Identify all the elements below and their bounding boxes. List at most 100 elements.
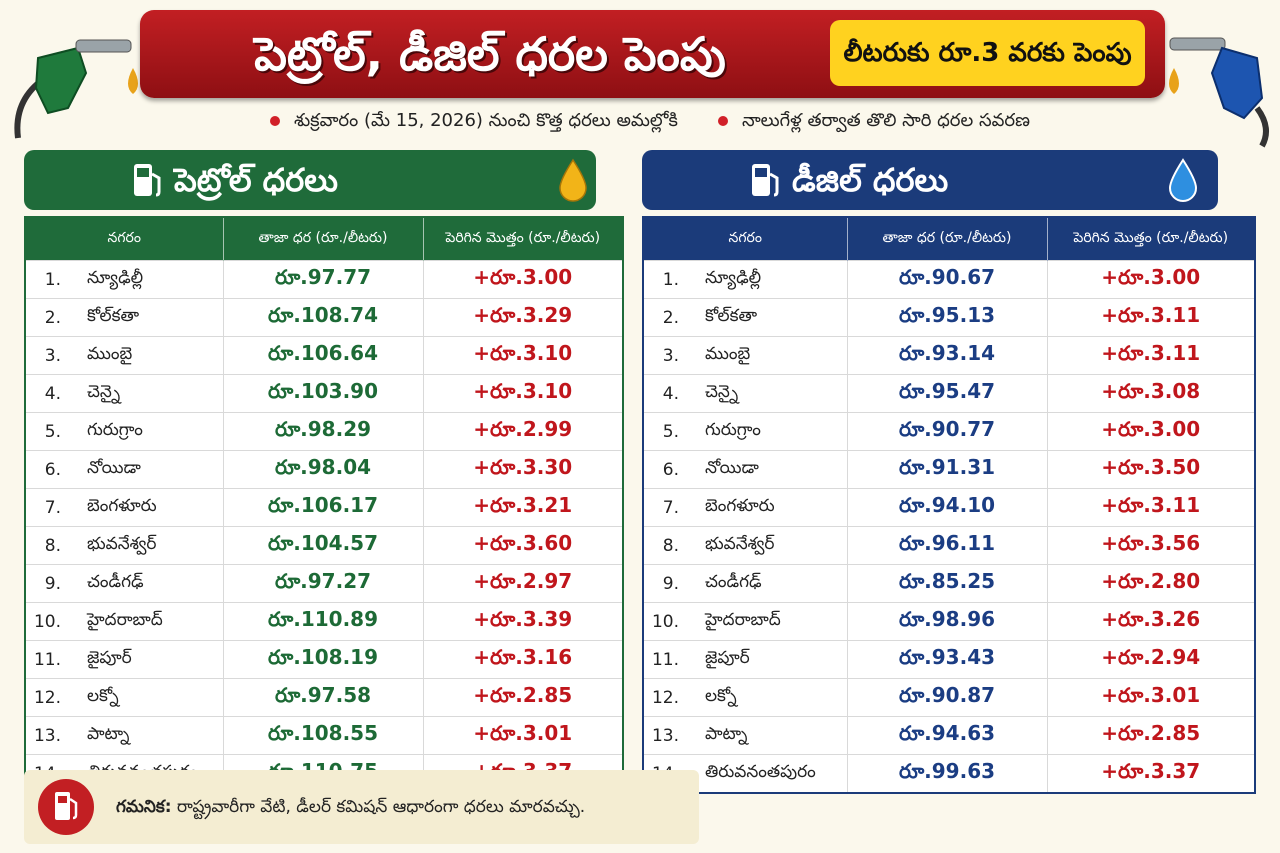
latest-price: రూ.85.25 [846,564,1048,603]
price-increase: +రూ.3.00 [1046,412,1256,451]
price-increase: +రూ.3.30 [422,450,624,489]
row-number: 12. [642,678,691,717]
row-number: 9. [24,564,73,603]
price-increase: +రూ.3.00 [422,260,624,299]
city-name: లక్నో [73,678,224,717]
column-increase: పెరిగిన మొత్తం (రూ./లీటరు) [423,217,623,261]
column-city: నగరం [25,217,224,261]
column-city: నగరం [643,217,848,261]
row-number: 8. [24,526,73,565]
price-increase: +రూ.2.85 [422,678,624,717]
city-name: చండీగఢ్ [691,564,848,603]
table-row: 12. లక్నో రూ.90.87 +రూ.3.01 [642,678,1256,717]
row-number: 9. [642,564,691,603]
latest-price: రూ.94.10 [846,488,1048,527]
note-body: రాష్ట్రవారీగా వేటి, డీలర్ కమిషన్ ఆధారంగా… [176,797,586,817]
table-row: 7. బెంగళూరు రూ.94.10 +రూ.3.11 [642,488,1256,527]
latest-price: రూ.97.77 [222,260,424,299]
latest-price: రూ.99.63 [846,754,1048,794]
latest-price: రూ.98.04 [222,450,424,489]
bullet-effective-date: శుక్రవారం (మే 15, 2026) నుంచి కొత్త ధరలు… [270,110,678,135]
table-row: 2. కోల్‌కతా రూ.108.74 +రూ.3.29 [24,298,624,337]
price-increase: +రూ.3.26 [1046,602,1256,641]
row-number: 5. [24,412,73,451]
price-increase: +రూ.2.97 [422,564,624,603]
fuel-pump-icon [134,164,161,197]
city-name: నోయిడా [691,450,848,489]
row-number: 10. [642,602,691,641]
table-row: 5. గురుగ్రాం రూ.98.29 +రూ.2.99 [24,412,624,451]
city-name: ముంబై [73,336,224,375]
price-increase: +రూ.3.29 [422,298,624,337]
table-row: 10. హైదరాబాద్ రూ.110.89 +రూ.3.39 [24,602,624,641]
latest-price: రూ.104.57 [222,526,424,565]
city-name: చెన్నై [691,374,848,413]
city-name: గురుగ్రాం [691,412,848,451]
bullet-revision: నాలుగేళ్ల తర్వాత తొలి సారి ధరల సవరణ [717,110,1030,135]
latest-price: రూ.108.55 [222,716,424,755]
table-row: 3. ముంబై రూ.106.64 +రూ.3.10 [24,336,624,375]
city-name: పాట్నా [691,716,848,755]
price-increase: +రూ.3.50 [1046,450,1256,489]
price-increase: +రూ.3.16 [422,640,624,679]
table-row: 4. చెన్నై రూ.103.90 +రూ.3.10 [24,374,624,413]
price-increase: +రూ.3.11 [1046,298,1256,337]
row-number: 5. [642,412,691,451]
city-name: కోల్‌కతా [691,298,848,337]
table-row: 6. నోయిడా రూ.91.31 +రూ.3.50 [642,450,1256,489]
latest-price: రూ.97.58 [222,678,424,717]
city-name: హైదరాబాద్ [73,602,224,641]
table-row: 3. ముంబై రూ.93.14 +రూ.3.11 [642,336,1256,375]
fuel-pump-badge-icon [38,779,94,835]
price-increase: +రూ.3.00 [1046,260,1256,299]
city-name: కోల్‌కతా [73,298,224,337]
table-row: 14.తిరువనంతపురంరూ.99.63+రూ.3.37 [642,754,1256,794]
table-row: 4. చెన్నై రూ.95.47 +రూ.3.08 [642,374,1256,413]
diesel-price-table: నగరం తాజా ధర (రూ./లీటరు) పెరిగిన మొత్తం … [642,216,1256,794]
bullet-dot-icon [270,115,281,126]
price-increase: +రూ.3.60 [422,526,624,565]
latest-price: రూ.110.89 [222,602,424,641]
price-increase: +రూ.3.11 [1046,488,1256,527]
city-name: తిరువనంతపురం [691,754,848,794]
diesel-table-body: 1. న్యూఢిల్లీ రూ.90.67 +రూ.3.00 2. కోల్‌కతా రూ… [642,260,1256,794]
column-latest-price: తాజా ధర (రూ./లీటరు) [847,217,1048,261]
row-number: 8. [642,526,691,565]
row-number: 4. [24,374,73,413]
latest-price: రూ.93.43 [846,640,1048,679]
table-row: 5. గురుగ్రాం రూ.90.77 +రూ.3.00 [642,412,1256,451]
petrol-price-table: నగరం తాజా ధర (రూ./లీటరు) పెరిగిన మొత్తం … [24,216,624,794]
price-increase: +రూ.2.94 [1046,640,1256,679]
latest-price: రూ.90.77 [846,412,1048,451]
note-text: గమనిక: రాష్ట్రవారీగా వేటి, డీలర్ కమిషన్ … [116,770,585,844]
note-box: గమనిక: రాష్ట్రవారీగా వేటి, డీలర్ కమిషన్ … [24,770,699,844]
latest-price: రూ.103.90 [222,374,424,413]
latest-price: రూ.98.29 [222,412,424,451]
city-name: హైదరాబాద్ [691,602,848,641]
table-row: 8. భువనేశ్వర్ రూ.104.57 +రూ.3.60 [24,526,624,565]
row-number: 13. [24,716,73,755]
city-name: చండీగఢ్ [73,564,224,603]
price-increase: +రూ.3.21 [422,488,624,527]
row-number: 11. [24,640,73,679]
row-number: 6. [24,450,73,489]
note-label: గమనిక: [116,797,172,817]
latest-price: రూ.90.67 [846,260,1048,299]
column-latest-price: తాజా ధర (రూ./లీటరు) [223,217,424,261]
row-number: 12. [24,678,73,717]
latest-price: రూ.98.96 [846,602,1048,641]
increase-tag: లీటరుకు రూ.3 వరకు పెంపు [830,20,1145,86]
table-row: 13. పాట్నా రూ.94.63 +రూ.2.85 [642,716,1256,755]
price-increase: +రూ.3.01 [422,716,624,755]
oil-drop-icon [559,158,587,202]
diesel-heading-bar: డీజిల్ ధరలు [642,150,1218,210]
subheading-bullets: శుక్రవారం (మే 15, 2026) నుంచి కొత్త ధరలు… [170,104,1130,140]
row-number: 1. [642,260,691,299]
latest-price: రూ.96.11 [846,526,1048,565]
latest-price: రూ.94.63 [846,716,1048,755]
row-number: 2. [24,298,73,337]
column-increase: పెరిగిన మొత్తం (రూ./లీటరు) [1047,217,1255,261]
city-name: బెంగళూరు [73,488,224,527]
fuel-pump-icon [752,164,779,197]
table-row: 11. జైపూర్ రూ.93.43 +రూ.2.94 [642,640,1256,679]
